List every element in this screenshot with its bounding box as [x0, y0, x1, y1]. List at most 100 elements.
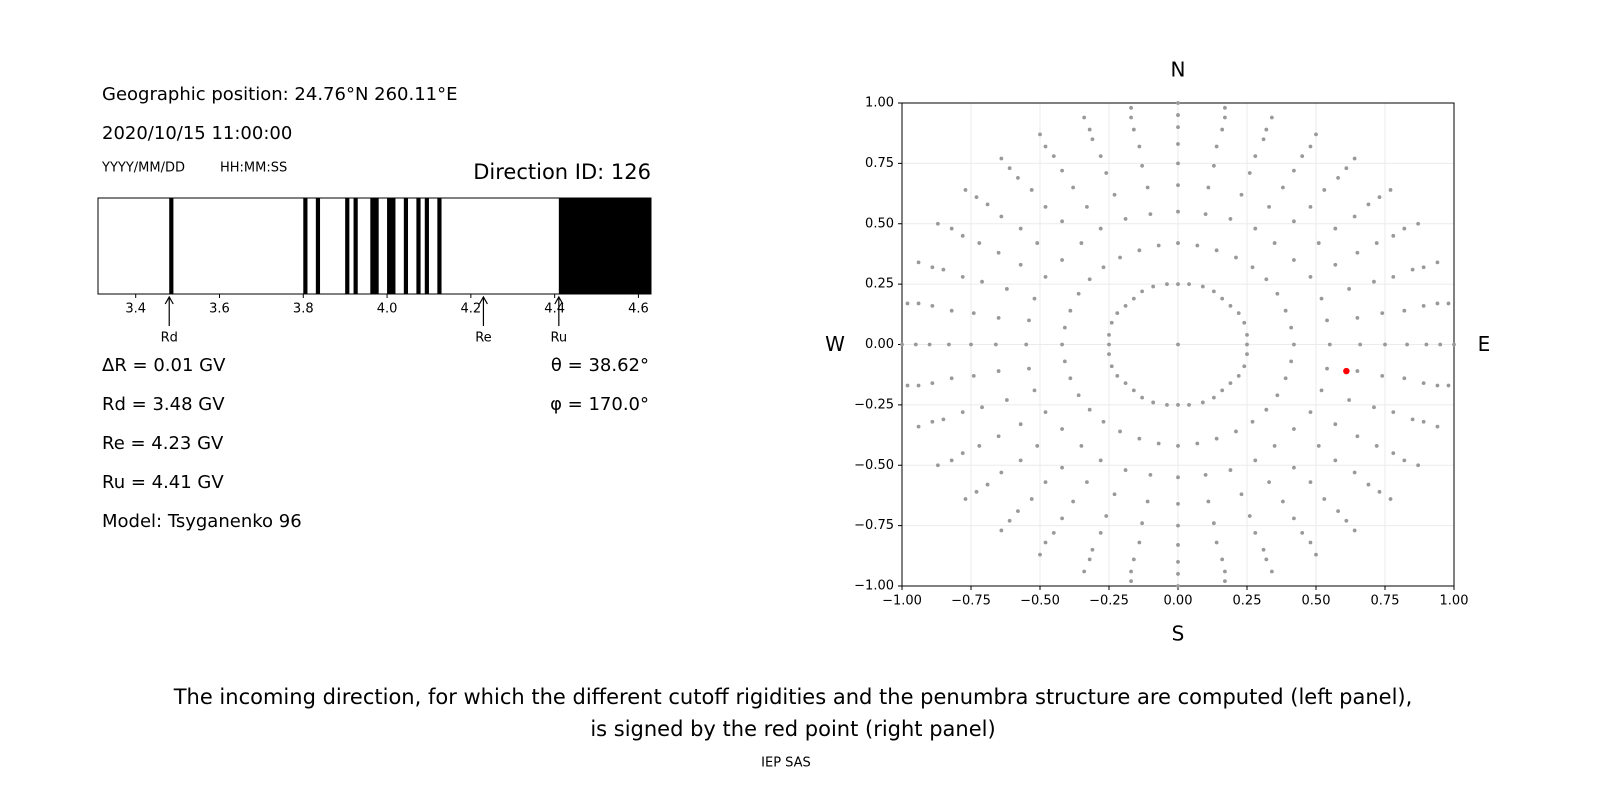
direction-point [1220, 388, 1225, 393]
direction-point [1289, 359, 1294, 364]
direction-point [1211, 521, 1216, 526]
direction-point [1090, 137, 1095, 142]
direction-point [905, 301, 910, 306]
direction-point [1043, 540, 1048, 545]
direction-point [900, 342, 904, 347]
direction-point [1035, 241, 1040, 245]
direction-point [1051, 530, 1056, 535]
direction-point [1402, 226, 1407, 231]
direction-point [1336, 509, 1340, 514]
direction-point [1101, 419, 1106, 424]
direction-point [1176, 444, 1180, 448]
direction-point [1355, 316, 1360, 320]
direction-point [971, 311, 976, 316]
direction-point [1131, 296, 1136, 301]
direction-point [1112, 492, 1117, 497]
forbidden-band [303, 198, 308, 294]
y-tick-label: −0.75 [854, 518, 894, 533]
direction-point [1319, 296, 1324, 301]
direction-point [1416, 463, 1421, 468]
direction-point [1104, 171, 1109, 175]
direction-point [999, 214, 1004, 219]
direction-point [1242, 364, 1247, 369]
direction-point [1007, 166, 1012, 171]
direction-point [916, 301, 921, 306]
direction-point [1253, 154, 1258, 159]
phi: φ = 170.0° [550, 394, 649, 415]
direction-point [1131, 388, 1136, 393]
direction-point [1148, 212, 1153, 216]
direction-point [1220, 557, 1225, 562]
direction-point [1223, 105, 1227, 110]
direction-point [1333, 422, 1338, 427]
direction-point [935, 221, 940, 226]
direction-point [1206, 499, 1211, 504]
direction-point [1234, 255, 1238, 260]
direction-point [1029, 188, 1034, 192]
direction-point [1292, 258, 1296, 262]
direction-point [977, 241, 982, 245]
direction-point [1145, 499, 1150, 504]
direction-point [1060, 516, 1064, 521]
direction-point [930, 419, 935, 424]
forbidden-band [169, 198, 174, 294]
direction-point [1250, 419, 1255, 424]
direction-point [1137, 248, 1142, 253]
direction-point [1060, 342, 1064, 347]
direction-point [1176, 584, 1180, 588]
direction-point [1107, 352, 1111, 357]
direction-point [1253, 530, 1258, 535]
direction-point [1176, 475, 1180, 480]
direction-point [1007, 518, 1012, 523]
direction-point [1405, 342, 1409, 347]
direction-point [1424, 342, 1429, 347]
direction-point [1358, 342, 1363, 347]
x-tick-label: 1.00 [1440, 594, 1469, 609]
direction-point [1388, 188, 1393, 192]
forbidden-band [437, 198, 442, 294]
direction-point [1087, 277, 1092, 282]
direction-point [1109, 320, 1114, 325]
direction-point [1129, 569, 1133, 574]
x-tick-label: 3.4 [125, 302, 146, 317]
direction-point [1352, 470, 1357, 475]
direction-point [1264, 407, 1269, 412]
direction-point [1245, 342, 1249, 347]
direction-point [1264, 277, 1269, 282]
direction-point [1352, 214, 1357, 219]
forbidden-band [370, 198, 379, 294]
direction-point [1352, 528, 1357, 533]
direction-point [1372, 405, 1376, 410]
direction-point [1027, 366, 1031, 371]
direction-point [935, 463, 940, 468]
direction-point [1347, 398, 1352, 402]
direction-point [930, 303, 935, 308]
direction-point [1082, 115, 1087, 120]
direction-point [960, 233, 965, 238]
y-tick-label: −1.00 [854, 579, 894, 594]
direction-point [1314, 132, 1318, 137]
position: Geographic position: 24.76°N 260.11°E [102, 84, 458, 105]
x-tick-label: 4.0 [377, 302, 398, 317]
forbidden-band [558, 198, 651, 294]
direction-point [1292, 219, 1296, 224]
direction-point [1319, 388, 1324, 393]
direction-point [1261, 137, 1266, 142]
forbidden-band [424, 198, 429, 294]
direction-point [1107, 332, 1111, 337]
direction-point [1292, 516, 1296, 521]
direction-point [1176, 402, 1180, 407]
direction-point [1355, 369, 1360, 373]
y-tick-label: 0.25 [865, 277, 894, 292]
direction-point [1325, 318, 1329, 323]
direction-point [1220, 296, 1225, 301]
x-tick-label: 0.75 [1371, 594, 1400, 609]
date-format: YYYY/MM/DD [101, 161, 185, 176]
direction-point [1275, 291, 1280, 296]
direction-point [1087, 557, 1092, 562]
direction-point [1176, 183, 1180, 188]
direction-point [1435, 383, 1440, 388]
direction-point [1410, 267, 1415, 272]
datetime: 2020/10/15 11:00:00 [102, 123, 292, 144]
direction-point [1220, 127, 1225, 132]
